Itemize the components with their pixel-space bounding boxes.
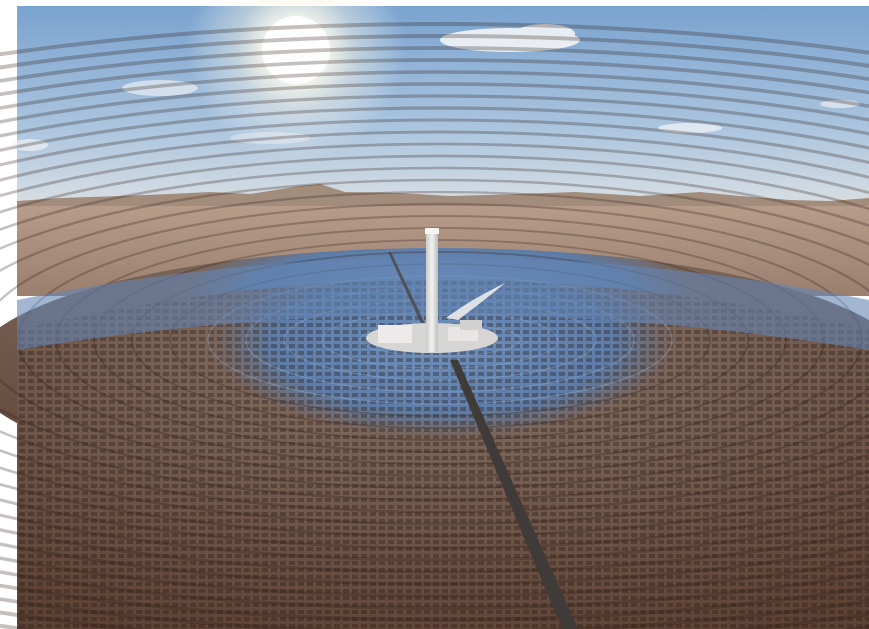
mirror-ring — [0, 70, 869, 610]
plant-building — [378, 325, 412, 343]
mountains — [17, 184, 869, 212]
mirror-ring — [0, 46, 869, 629]
mirror-ring — [0, 118, 869, 562]
mirror-ring — [0, 106, 869, 574]
mirror-ring — [0, 154, 869, 526]
mirror-ring — [0, 178, 869, 502]
mirror-ring — [0, 58, 869, 622]
mirror-ring — [93, 239, 787, 441]
mirror-ring — [0, 22, 869, 629]
service-road — [450, 360, 578, 629]
sun-core — [262, 16, 330, 84]
cloud — [658, 123, 722, 133]
heliostat-field — [0, 22, 869, 629]
cloud — [12, 139, 48, 151]
cloud — [820, 100, 860, 108]
mirror-ring — [0, 34, 869, 629]
mirror-ring — [0, 94, 869, 586]
mirror-ring — [0, 130, 869, 550]
cloud — [122, 80, 198, 96]
tower-top — [425, 228, 439, 234]
steam-plume — [446, 283, 505, 320]
mirror-ring — [0, 202, 869, 478]
mirror-ring — [0, 82, 869, 598]
mirror-ring — [0, 166, 869, 514]
reflective-band — [17, 257, 869, 350]
service-road-far — [388, 252, 428, 330]
mirror-ring — [0, 190, 869, 490]
mirror-ring — [131, 251, 749, 429]
plant-building — [460, 320, 482, 330]
mirror-ring — [0, 142, 869, 538]
cloud — [515, 24, 575, 44]
plant-building — [448, 327, 478, 341]
solar-tower — [426, 228, 438, 352]
mirror-rows — [17, 280, 869, 629]
